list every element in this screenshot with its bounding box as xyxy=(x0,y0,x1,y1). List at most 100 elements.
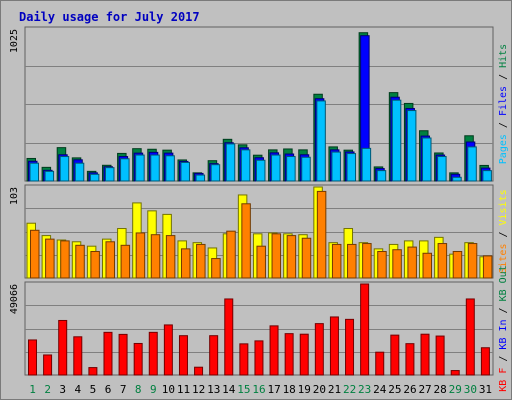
x-tick-label-day-11: 11 xyxy=(177,383,190,396)
bar-kbytes-kb-f-day-29 xyxy=(450,370,460,376)
legend-visits_sites: Sites / Visits xyxy=(498,189,509,273)
bar-kbytes-kb-f-day-27 xyxy=(420,333,430,376)
legend-item-kbytes-1: / xyxy=(498,350,509,368)
x-tick-label-day-12: 12 xyxy=(192,383,205,396)
x-tick-label-day-14: 14 xyxy=(222,383,236,396)
legend-item-hits_files_pages-1: / xyxy=(498,116,509,134)
x-tick-label-day-30: 30 xyxy=(464,383,477,396)
bar-kbytes-kb-f-day-22 xyxy=(345,318,355,376)
bar-kbytes-kb-f-day-28 xyxy=(435,335,445,376)
bar-kbytes-kb-f-day-3 xyxy=(58,319,68,376)
bar-visits_sites-sites-day-12 xyxy=(196,243,206,279)
bar-kbytes-kb-f-day-31 xyxy=(480,347,490,376)
bar-hits_files_pages-pages-day-30 xyxy=(467,146,477,182)
legend-item-hits_files_pages-0: Pages xyxy=(498,134,509,164)
bar-kbytes-kb-f-day-11 xyxy=(178,335,188,376)
bar-visits_sites-sites-day-1 xyxy=(30,229,40,279)
bar-hits_files_pages-pages-day-9 xyxy=(150,154,160,182)
bar-kbytes-kb-f-day-12 xyxy=(194,366,204,376)
x-tick-label-day-26: 26 xyxy=(403,383,416,396)
bar-hits_files_pages-pages-day-10 xyxy=(165,155,175,182)
legend-item-kbytes-0: KB F xyxy=(498,368,509,392)
bar-visits_sites-sites-day-18 xyxy=(286,235,297,279)
bar-kbytes-kb-f-day-16 xyxy=(254,340,264,376)
bar-kbytes-kb-f-day-15 xyxy=(239,343,249,376)
bar-hits_files_pages-pages-day-24 xyxy=(376,170,387,182)
bar-hits_files_pages-pages-day-27 xyxy=(422,137,432,182)
bar-hits_files_pages-pages-day-18 xyxy=(286,156,296,182)
bar-kbytes-kb-f-day-13 xyxy=(209,335,219,376)
x-tick-label-day-19: 19 xyxy=(298,383,311,396)
bar-visits_sites-sites-day-2 xyxy=(45,238,55,279)
bar-visits_sites-sites-day-6 xyxy=(105,241,115,279)
bar-hits_files_pages-pages-day-14 xyxy=(225,143,236,182)
x-tick-label-day-3: 3 xyxy=(59,383,66,396)
bar-kbytes-kb-f-day-8 xyxy=(133,342,143,376)
legend-item-visits_sites-1: / xyxy=(498,225,509,243)
legend-item-hits_files_pages-2: Files xyxy=(498,86,509,116)
bar-hits_files_pages-pages-day-1 xyxy=(29,162,39,182)
bar-hits_files_pages-pages-day-28 xyxy=(437,156,447,182)
legend-item-kbytes-2: KB In xyxy=(498,319,509,349)
bar-visits_sites-sites-day-22 xyxy=(347,243,357,279)
bar-kbytes-kb-f-day-7 xyxy=(118,333,128,376)
bar-visits_sites-sites-day-30 xyxy=(467,243,478,279)
bar-visits_sites-sites-day-14 xyxy=(226,230,236,279)
bar-hits_files_pages-pages-day-5 xyxy=(89,173,100,182)
bar-kbytes-kb-f-day-24 xyxy=(375,351,385,376)
bar-visits_sites-sites-day-24 xyxy=(377,250,387,279)
bar-hits_files_pages-pages-day-2 xyxy=(44,170,55,182)
bar-visits_sites-sites-day-23 xyxy=(362,243,372,279)
x-tick-label-day-21: 21 xyxy=(328,383,341,396)
bar-visits_sites-sites-day-21 xyxy=(331,243,342,279)
x-tick-label-day-31: 31 xyxy=(479,383,492,396)
legend-kbytes: KB F / KB In / KB Out xyxy=(498,265,509,391)
bar-hits_files_pages-pages-day-20 xyxy=(316,100,326,182)
x-tick-label-day-9: 9 xyxy=(150,383,157,396)
bar-kbytes-kb-f-day-19 xyxy=(299,333,309,376)
legend-item-kbytes-3: / xyxy=(498,301,509,319)
bar-kbytes-kb-f-day-18 xyxy=(284,333,294,376)
chart-title: Daily usage for July 2017 xyxy=(19,10,200,24)
x-tick-label-day-2: 2 xyxy=(44,383,51,396)
x-tick-label-day-1: 1 xyxy=(29,383,36,396)
x-tick-label-day-5: 5 xyxy=(90,383,97,396)
bar-hits_files_pages-pages-day-6 xyxy=(104,167,115,182)
ymax-label-kbytes: 49066 xyxy=(9,284,20,314)
bar-visits_sites-sites-day-16 xyxy=(256,245,266,279)
bar-visits_sites-sites-day-4 xyxy=(75,244,85,279)
bar-visits_sites-sites-day-27 xyxy=(422,252,433,279)
bar-visits_sites-sites-day-9 xyxy=(150,234,161,279)
bar-kbytes-kb-f-day-14 xyxy=(224,298,234,376)
legend-item-visits_sites-0: Sites xyxy=(498,244,509,274)
bar-hits_files_pages-pages-day-17 xyxy=(271,154,281,182)
bar-visits_sites-sites-day-19 xyxy=(301,237,312,279)
ymax-label-visits_sites: 103 xyxy=(9,187,20,205)
x-tick-label-day-13: 13 xyxy=(207,383,220,396)
bar-kbytes-kb-f-day-30 xyxy=(465,298,475,376)
bar-hits_files_pages-pages-day-4 xyxy=(74,162,85,182)
x-tick-label-day-22: 22 xyxy=(343,383,356,396)
bar-visits_sites-sites-day-25 xyxy=(392,249,402,279)
bar-visits_sites-sites-day-15 xyxy=(241,203,251,279)
bar-visits_sites-sites-day-5 xyxy=(90,250,100,279)
bar-visits_sites-sites-day-8 xyxy=(135,232,146,279)
bar-kbytes-kb-f-day-20 xyxy=(314,323,324,376)
bar-visits_sites-sites-day-17 xyxy=(271,233,282,279)
bar-visits_sites-sites-day-3 xyxy=(60,240,70,279)
bar-hits_files_pages-pages-day-29 xyxy=(452,176,462,182)
legend-item-hits_files_pages-3: / xyxy=(498,68,509,86)
x-tick-label-day-23: 23 xyxy=(358,383,371,396)
bar-hits_files_pages-pages-day-3 xyxy=(59,156,70,182)
bar-kbytes-kb-f-day-2 xyxy=(43,354,53,376)
bar-kbytes-kb-f-day-4 xyxy=(73,336,83,376)
bar-visits_sites-sites-day-28 xyxy=(437,243,448,279)
legend-hits_files_pages: Pages / Files / Hits xyxy=(498,44,509,164)
bar-hits_files_pages-pages-day-19 xyxy=(301,156,311,182)
x-tick-label-day-8: 8 xyxy=(135,383,142,396)
bar-hits_files_pages-pages-day-22 xyxy=(346,153,357,182)
x-tick-label-day-20: 20 xyxy=(313,383,326,396)
legend-item-visits_sites-2: Visits xyxy=(498,189,509,225)
